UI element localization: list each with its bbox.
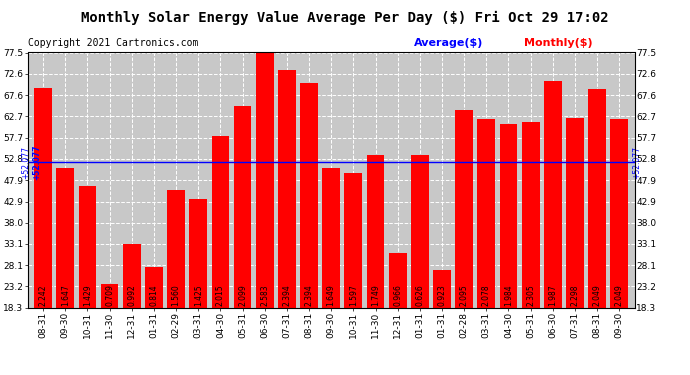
Bar (500, 124, 518, 308)
Bar (234, 106, 251, 308)
Text: +52.077: +52.077 (633, 146, 642, 178)
Text: 0.992: 0.992 (127, 285, 136, 306)
Bar (544, 81, 562, 308)
Bar (366, 155, 384, 308)
Bar (389, 253, 406, 308)
Text: 0.966: 0.966 (393, 284, 402, 306)
Bar (322, 168, 340, 308)
Bar (433, 270, 451, 308)
Text: 1.597: 1.597 (349, 285, 358, 306)
Text: 1.647: 1.647 (61, 285, 70, 306)
Text: 1.560: 1.560 (172, 285, 181, 306)
Text: 1.984: 1.984 (504, 285, 513, 306)
Text: +52.077: +52.077 (32, 144, 41, 180)
Text: 1.429: 1.429 (83, 285, 92, 306)
Text: +52.077: +52.077 (21, 146, 30, 178)
Text: 2.242: 2.242 (39, 285, 48, 306)
Text: Monthly Solar Energy Value Average Per Day ($) Fri Oct 29 17:02: Monthly Solar Energy Value Average Per D… (81, 11, 609, 26)
Text: 2.583: 2.583 (260, 285, 269, 306)
Text: 1.749: 1.749 (371, 285, 380, 306)
Bar (522, 122, 540, 308)
Bar (278, 70, 296, 308)
Text: 1.649: 1.649 (326, 285, 336, 306)
Bar (566, 118, 584, 308)
Text: 0.923: 0.923 (437, 285, 446, 306)
Text: 1.425: 1.425 (194, 285, 203, 306)
Text: 2.298: 2.298 (571, 285, 580, 306)
Text: 2.078: 2.078 (482, 285, 491, 306)
Text: 2.015: 2.015 (216, 285, 225, 306)
Bar (189, 199, 207, 308)
Bar (589, 89, 606, 308)
Bar (57, 168, 74, 308)
Bar (344, 173, 362, 308)
Text: Copyright 2021 Cartronics.com: Copyright 2021 Cartronics.com (28, 38, 198, 48)
Text: 2.099: 2.099 (238, 285, 247, 306)
Text: Average($): Average($) (414, 38, 484, 48)
Text: 0.626: 0.626 (415, 285, 424, 306)
Bar (212, 136, 229, 308)
Bar (611, 119, 628, 308)
Bar (300, 83, 318, 308)
Text: 2.095: 2.095 (460, 285, 469, 306)
Bar (167, 190, 185, 308)
Text: 0.709: 0.709 (105, 284, 114, 306)
Bar (123, 244, 141, 308)
Bar (256, 48, 273, 308)
Text: 2.049: 2.049 (615, 285, 624, 306)
Text: 0.814: 0.814 (150, 285, 159, 306)
Text: 2.394: 2.394 (282, 285, 291, 306)
Text: 2.394: 2.394 (304, 285, 313, 306)
Bar (101, 284, 119, 308)
Bar (34, 88, 52, 308)
Text: Monthly($): Monthly($) (524, 38, 593, 48)
Text: 1.987: 1.987 (549, 285, 558, 306)
Text: 2.305: 2.305 (526, 285, 535, 306)
Text: 2.049: 2.049 (593, 285, 602, 306)
Bar (477, 119, 495, 308)
Bar (411, 155, 428, 308)
Bar (455, 110, 473, 308)
Bar (145, 267, 163, 308)
Bar (79, 186, 97, 308)
